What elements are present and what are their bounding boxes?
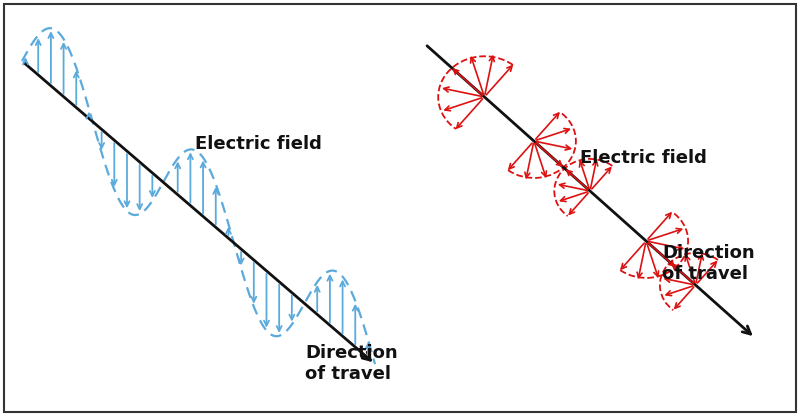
Text: Direction
of travel: Direction of travel	[662, 244, 754, 283]
Text: Direction
of travel: Direction of travel	[305, 344, 398, 383]
Text: Electric field: Electric field	[580, 149, 707, 167]
Text: Electric field: Electric field	[195, 135, 322, 153]
